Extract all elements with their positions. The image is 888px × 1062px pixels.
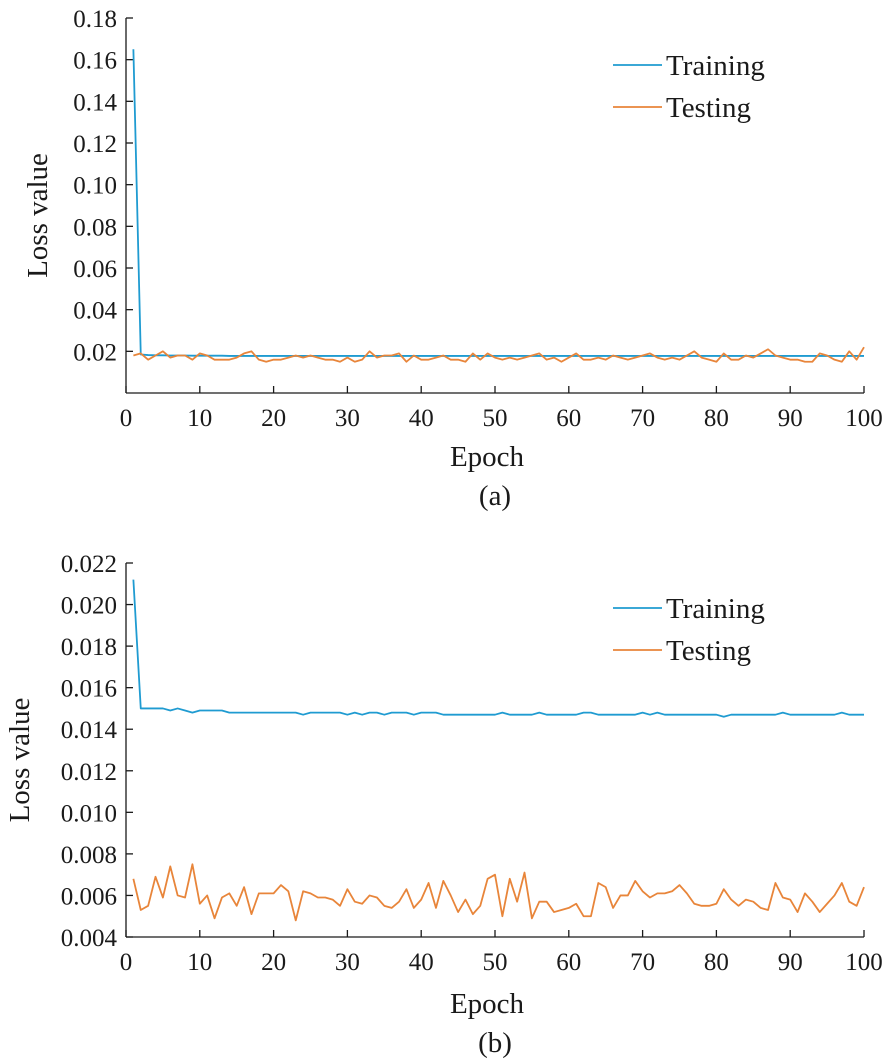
y-axis-label: Loss value bbox=[4, 698, 36, 823]
y-tick-label: 0.022 bbox=[61, 551, 117, 578]
x-tick-label: 0 bbox=[120, 405, 133, 432]
x-tick-label: 70 bbox=[630, 949, 655, 976]
x-tick-label: 100 bbox=[845, 405, 883, 432]
x-tick-label: 100 bbox=[845, 949, 883, 976]
panel-b: 0 10 20 30 40 50 60 70 80 90 100 0.004 0.006 0.008 0.0… bbox=[4, 551, 883, 1059]
x-tick-label: 0 bbox=[120, 949, 133, 976]
x-tick-label: 30 bbox=[335, 405, 360, 432]
y-tick-label: 0.014 bbox=[61, 717, 118, 744]
y-tick-label: 0.12 bbox=[73, 131, 117, 158]
y-tick-label: 0.02 bbox=[73, 339, 117, 366]
x-tick-label: 90 bbox=[778, 405, 803, 432]
x-tick-label: 50 bbox=[483, 949, 508, 976]
y-tick-label: 0.08 bbox=[73, 214, 117, 241]
y-tick-label: 0.14 bbox=[73, 89, 117, 116]
series-line-training bbox=[132, 49, 864, 357]
x-axis-label: Epoch bbox=[450, 441, 525, 473]
legend-label-training: Training bbox=[666, 50, 765, 82]
x-tick-label: 40 bbox=[409, 949, 434, 976]
legend-label-testing: Testing bbox=[666, 92, 751, 124]
legend-label-testing: Testing bbox=[666, 635, 751, 667]
x-tick-label: 40 bbox=[409, 405, 434, 432]
y-tick-label: 0.008 bbox=[61, 842, 117, 869]
x-tick-label: 20 bbox=[261, 949, 286, 976]
legend-label-training: Training bbox=[666, 593, 765, 625]
x-tick-label: 10 bbox=[187, 949, 212, 976]
y-tick-label: 0.04 bbox=[73, 298, 117, 325]
y-tick-label: 0.018 bbox=[61, 634, 117, 661]
x-tick-label: 50 bbox=[483, 405, 508, 432]
x-tick-label: 80 bbox=[704, 405, 729, 432]
series-line-training bbox=[132, 579, 864, 718]
series-line-testing bbox=[132, 863, 865, 922]
y-axis-label: Loss value bbox=[22, 153, 54, 278]
panel-label: (a) bbox=[479, 480, 511, 512]
series-line-testing bbox=[133, 346, 865, 363]
y-tick-label: 0.004 bbox=[61, 925, 118, 952]
y-tick-label: 0.010 bbox=[61, 800, 117, 827]
y-tick-label: 0.18 bbox=[73, 6, 117, 33]
x-axis-label: Epoch bbox=[450, 988, 525, 1020]
x-tick-label: 60 bbox=[556, 949, 581, 976]
x-tick-label: 70 bbox=[630, 405, 655, 432]
y-tick-label: 0.16 bbox=[73, 48, 117, 75]
y-tick-label: 0.10 bbox=[73, 173, 117, 200]
x-tick-label: 20 bbox=[261, 405, 286, 432]
y-tick-label: 0.006 bbox=[61, 883, 117, 910]
x-tick-label: 10 bbox=[187, 405, 212, 432]
y-tick-label: 0.012 bbox=[61, 759, 117, 786]
y-tick-label: 0.020 bbox=[61, 593, 117, 620]
y-tick-label: 0.016 bbox=[61, 676, 117, 703]
y-tick-label: 0.06 bbox=[73, 256, 117, 283]
x-tick-label: 90 bbox=[778, 949, 803, 976]
panel-label: (b) bbox=[478, 1027, 512, 1059]
x-tick-label: 60 bbox=[556, 405, 581, 432]
x-tick-label: 80 bbox=[704, 949, 729, 976]
x-tick-label: 30 bbox=[335, 949, 360, 976]
panel-a: 0 10 20 30 40 50 60 70 80 90 100 0.02 0.04 0.06 0.08 0.… bbox=[22, 6, 883, 512]
